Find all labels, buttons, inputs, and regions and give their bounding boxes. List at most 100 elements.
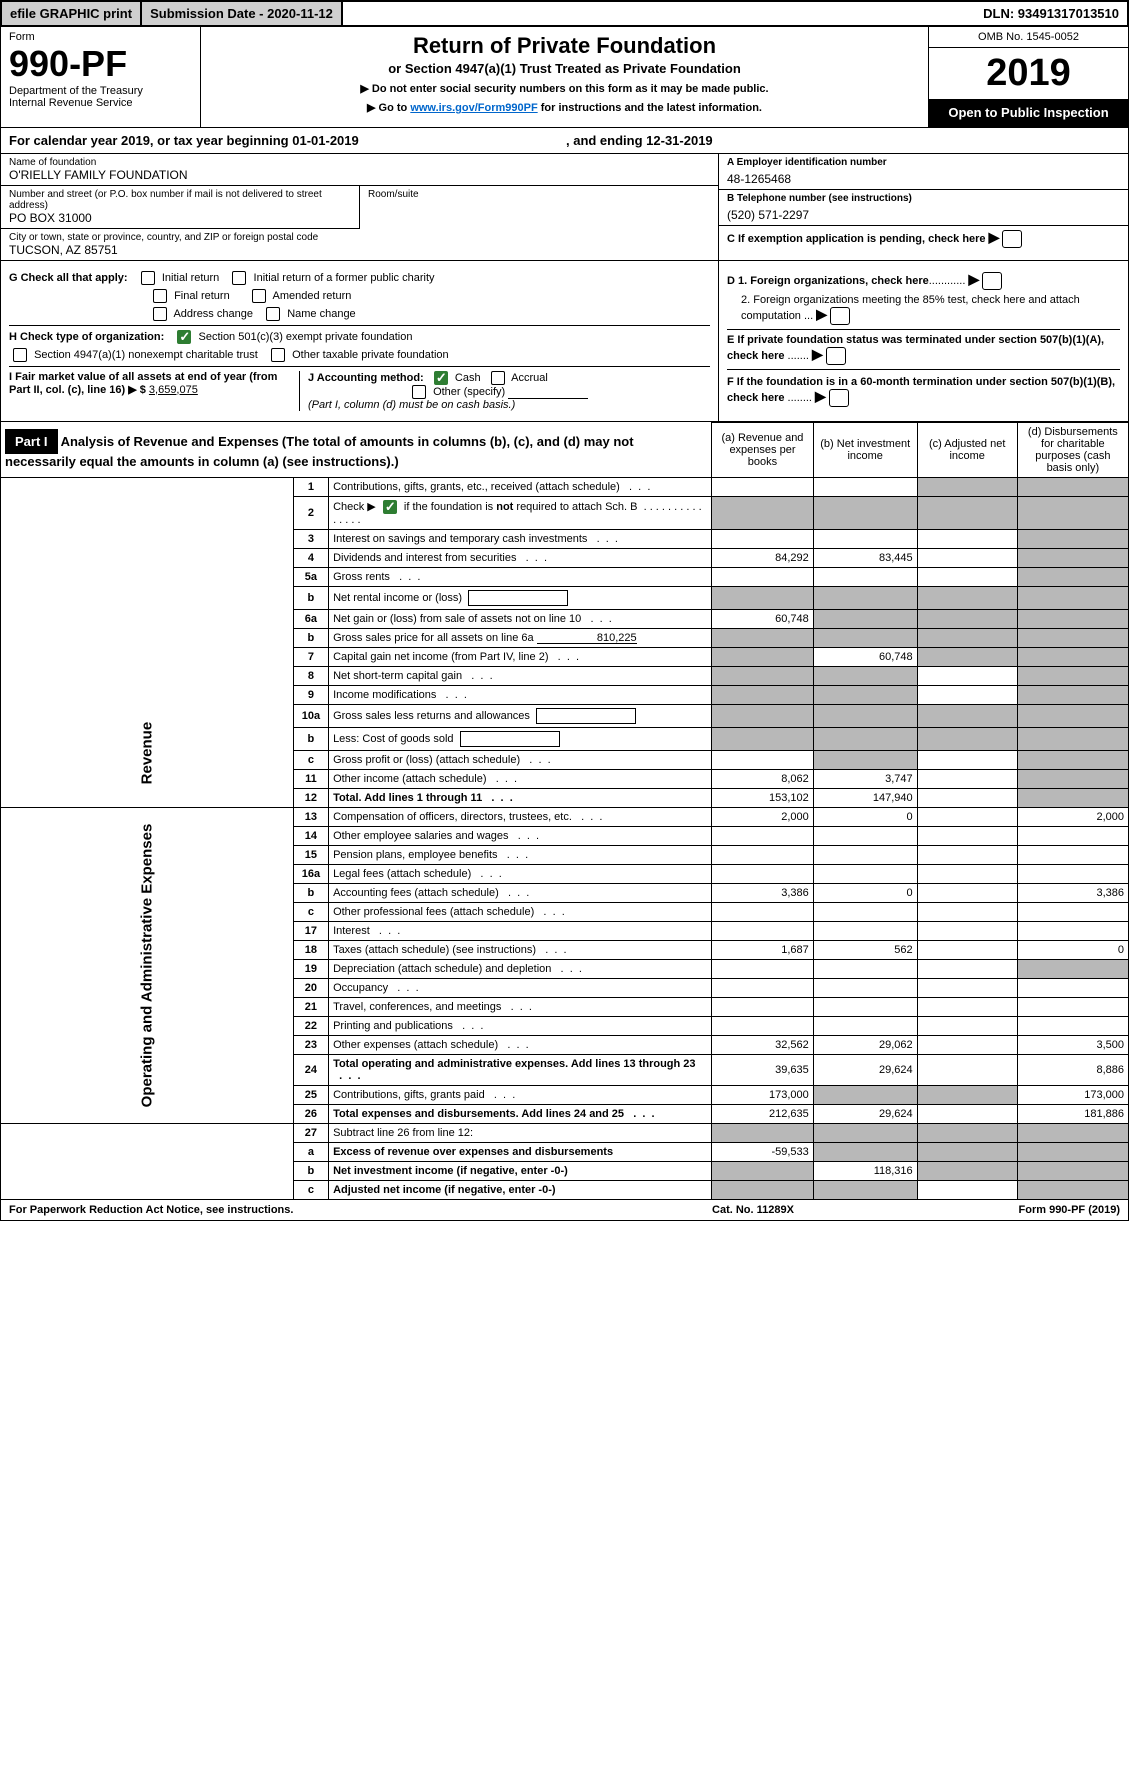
instruction-1: ▶ Do not enter social security numbers o…: [211, 82, 918, 95]
inline-value-box: [536, 708, 636, 724]
pending-checkbox[interactable]: [1002, 230, 1022, 248]
line-description: Gross rents . . .: [329, 567, 712, 586]
value-cell: [813, 1016, 917, 1035]
line-number: c: [293, 1180, 328, 1199]
name-cell: Name of foundation O'RIELLY FAMILY FOUND…: [1, 154, 718, 186]
value-cell: [917, 628, 1017, 647]
line-number: a: [293, 1142, 328, 1161]
form-link[interactable]: www.irs.gov/Form990PF: [410, 102, 537, 114]
other-taxable-checkbox[interactable]: [271, 348, 285, 362]
efile-print-button[interactable]: efile GRAPHIC print: [2, 2, 142, 25]
room-label: Room/suite: [368, 189, 710, 200]
d1-checkbox[interactable]: [982, 272, 1002, 290]
part1-title: Analysis of Revenue and Expenses: [61, 434, 279, 449]
dln-number: DLN: 93491317013510: [975, 2, 1127, 25]
line-number: b: [293, 883, 328, 902]
value-cell: [813, 864, 917, 883]
g-final: Final return: [174, 290, 230, 302]
addr-change-checkbox[interactable]: [153, 307, 167, 321]
section-ghij: G Check all that apply: Initial return I…: [0, 261, 1129, 422]
value-cell: [712, 496, 814, 529]
value-cell: 29,624: [813, 1054, 917, 1085]
value-cell: [813, 1142, 917, 1161]
value-cell: [712, 477, 814, 496]
line-number: b: [293, 1161, 328, 1180]
value-cell: [813, 704, 917, 727]
line-number: 10a: [293, 704, 328, 727]
cal-begin: 01-01-2019: [292, 133, 359, 148]
value-cell: [1017, 902, 1128, 921]
501c3-checkbox[interactable]: [177, 330, 191, 344]
value-cell: 8,886: [1017, 1054, 1128, 1085]
table-row: 27Subtract line 26 from line 12:: [1, 1123, 1129, 1142]
final-checkbox[interactable]: [153, 289, 167, 303]
line-description: Occupancy . . .: [329, 978, 712, 997]
value-cell: 32,562: [712, 1035, 814, 1054]
form-label: Form: [9, 31, 192, 43]
value-cell: [917, 548, 1017, 567]
amended-checkbox[interactable]: [252, 289, 266, 303]
line-description: Adjusted net income (if negative, enter …: [329, 1180, 712, 1199]
arrow-icon: ▶: [812, 346, 823, 362]
value-cell: [1017, 704, 1128, 727]
value-cell: [917, 704, 1017, 727]
4947-checkbox[interactable]: [13, 348, 27, 362]
open-to-public: Open to Public Inspection: [929, 99, 1128, 127]
name-change-checkbox[interactable]: [266, 307, 280, 321]
g-name: Name change: [287, 308, 356, 320]
d2-checkbox[interactable]: [830, 307, 850, 325]
cash-checkbox[interactable]: [434, 371, 448, 385]
footer-catno: Cat. No. 11289X: [628, 1200, 878, 1220]
value-cell: [712, 902, 814, 921]
line-description: Total. Add lines 1 through 11 . . .: [329, 788, 712, 807]
line-number: b: [293, 586, 328, 609]
h-opt1: Section 501(c)(3) exempt private foundat…: [198, 331, 412, 343]
value-cell: 39,635: [712, 1054, 814, 1085]
value-cell: [712, 921, 814, 940]
value-cell: [813, 826, 917, 845]
line-number: 2: [293, 496, 328, 529]
value-cell: [917, 864, 1017, 883]
value-cell: [712, 826, 814, 845]
value-cell: [917, 978, 1017, 997]
value-cell: [813, 1085, 917, 1104]
accrual-checkbox[interactable]: [491, 371, 505, 385]
value-cell: [917, 826, 1017, 845]
section-j: J Accounting method: Cash Accrual Other …: [299, 371, 710, 411]
ein-value: 48-1265468: [727, 172, 1120, 186]
value-cell: [1017, 769, 1128, 788]
value-cell: [1017, 529, 1128, 548]
line-number: 25: [293, 1085, 328, 1104]
value-cell: [712, 978, 814, 997]
value-cell: [917, 769, 1017, 788]
f-checkbox[interactable]: [829, 389, 849, 407]
value-cell: [712, 1016, 814, 1035]
sch-b-checkbox[interactable]: [383, 500, 397, 514]
value-cell: [1017, 727, 1128, 750]
value-cell: [712, 586, 814, 609]
line-number: 12: [293, 788, 328, 807]
value-cell: [1017, 845, 1128, 864]
footer-paperwork: For Paperwork Reduction Act Notice, see …: [1, 1200, 628, 1220]
top-bar: efile GRAPHIC print Submission Date - 20…: [0, 0, 1129, 27]
col-c-header: (c) Adjusted net income: [917, 422, 1017, 477]
calendar-year-row: For calendar year 2019, or tax year begi…: [0, 128, 1129, 154]
phone-cell: B Telephone number (see instructions) (5…: [719, 190, 1128, 226]
initial-checkbox[interactable]: [141, 271, 155, 285]
initial-former-checkbox[interactable]: [232, 271, 246, 285]
line-description: Gross sales less returns and allowances: [329, 704, 712, 727]
form-number: 990-PF: [9, 43, 192, 85]
line-number: b: [293, 727, 328, 750]
e-checkbox[interactable]: [826, 347, 846, 365]
value-cell: [712, 1161, 814, 1180]
col-d-header: (d) Disbursements for charitable purpose…: [1017, 422, 1128, 477]
e-line: E If private foundation status was termi…: [727, 329, 1120, 365]
table-row: Revenue1Contributions, gifts, grants, et…: [1, 477, 1129, 496]
cal-mid: , and ending: [566, 133, 646, 148]
other-method-checkbox[interactable]: [412, 385, 426, 399]
value-cell: [1017, 1123, 1128, 1142]
instruct2-post: for instructions and the latest informat…: [538, 102, 762, 114]
line-number: 17: [293, 921, 328, 940]
line-number: 20: [293, 978, 328, 997]
header-center: Return of Private Foundation or Section …: [201, 27, 928, 127]
